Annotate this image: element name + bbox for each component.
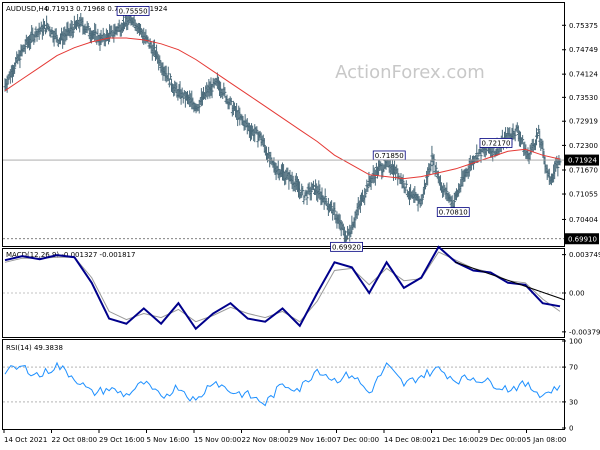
x-tick-label: 14 Dec 08:00 [384,436,431,444]
x-tick-label: 22 Oct 08:00 [52,436,98,444]
annotation-label: 0.70810 [439,209,468,217]
macd-tick-label: -0.003796 [569,328,600,336]
svg-text:0.71924: 0.71924 [568,157,597,165]
annotation-box [330,241,363,252]
moving-average-line [4,37,561,180]
price-tick-label: 0.75375 [569,22,598,30]
annotation-label: 0.72170 [481,139,510,147]
x-tick-label: 5 Jan 08:00 [527,436,567,444]
rsi-tick-label: 30 [569,398,578,406]
annotation-label: 0.69920 [332,243,361,251]
rsi-tick-label: 0 [569,425,573,433]
annotation-box [116,6,150,16]
annotation-label: 0.71850 [375,152,404,160]
x-tick-label: 22 Nov 08:00 [242,436,289,444]
rsi-line [4,361,561,407]
rsi-panel [2,339,565,430]
x-tick-label: 14 Oct 2021 [4,436,47,444]
annotation-box [436,207,470,217]
annotation-box [479,138,513,148]
price-tick-label: 0.71670 [569,167,598,175]
price-tick-label: 0.70404 [569,216,598,224]
price-tick-label: 0.73530 [569,94,598,102]
x-tick-label: 7 Dec 00:00 [337,436,380,444]
x-axis: 14 Oct 2021 22 Oct 08:00 29 Oct 16:00 5 Nov… [3,430,567,444]
price-tick-label: 0.74749 [569,46,598,54]
price-tick-label: 0.74124 [569,71,598,79]
price-series [3,9,562,248]
macd-y-axis: 0.003749 0.00 -0.003796 [562,251,600,336]
x-tick-label: 5 Nov 16:00 [147,436,190,444]
chart-title: AUDUSD,H4 [6,5,49,13]
x-tick-label: 29 Oct 16:00 [99,436,145,444]
macd-tick-label: 0.00 [569,290,585,298]
low-price-label: 0.69910 [565,233,599,245]
rsi-tick-label: 100 [569,338,582,346]
x-tick-label: 29 Nov 16:00 [289,436,336,444]
x-tick-label: 15 Nov 00:00 [194,436,241,444]
watermark: ActionForex.com [335,62,485,83]
macd-signal-line [4,251,561,323]
price-tick-label: 0.72919 [569,118,598,126]
ohlc-readout: 0.71913 0.71968 0.71873 0.71924 [45,5,168,13]
macd-trendline [454,261,566,301]
price-y-axis: 0.75375 0.74749 0.74124 0.73530 0.72919 0.723… [562,22,598,224]
rsi-title: RSI(14) 49.3838 [6,344,63,352]
current-price-label: 0.71924 [565,154,599,166]
macd-tick-label: 0.003749 [569,251,600,259]
macd-line [4,245,561,331]
macd-title: MACD(12,26,9) -0.001327 -0.001817 [6,251,135,259]
x-tick-label: 21 Dec 16:00 [432,436,479,444]
price-tick-label: 0.72300 [569,142,598,150]
svg-text:0.69910: 0.69910 [568,235,597,243]
x-tick-label: 29 Dec 00:00 [479,436,526,444]
rsi-tick-label: 70 [569,364,578,372]
price-tick-label: 0.71055 [569,191,598,199]
annotation-label: 0.75550 [119,7,148,15]
price-annotations: 0.75550 0.71850 0.70810 0.72170 0.69920 [116,6,513,252]
price-panel [2,2,565,247]
rsi-y-axis: 100 70 30 0 [3,338,582,433]
